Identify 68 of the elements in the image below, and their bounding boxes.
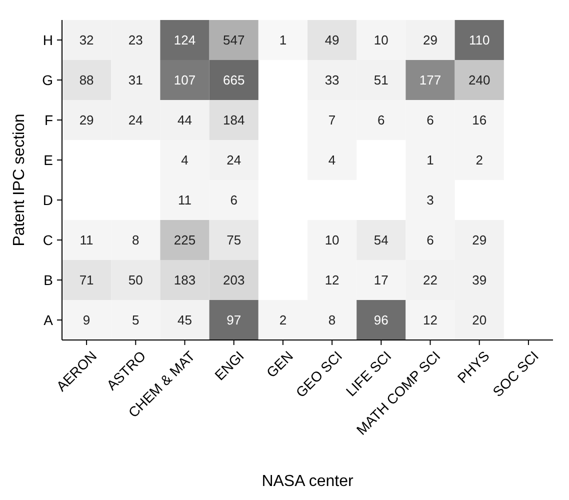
data-label: 4 <box>328 152 336 168</box>
y-tick-label: F <box>44 112 53 128</box>
data-label: 97 <box>226 312 242 328</box>
data-label: 49 <box>324 32 340 48</box>
data-label: 1 <box>426 152 434 168</box>
data-label: 96 <box>374 312 388 328</box>
data-label: 665 <box>223 72 245 88</box>
data-label: 24 <box>128 112 143 128</box>
data-label: 16 <box>472 112 487 128</box>
y-tick-label: E <box>44 152 53 168</box>
data-label: 17 <box>374 272 388 288</box>
data-label: 4 <box>181 152 188 168</box>
data-label: 10 <box>324 232 340 248</box>
data-label: 5 <box>132 312 140 328</box>
data-label: 124 <box>174 32 196 48</box>
data-label: 177 <box>419 72 442 88</box>
data-label: 24 <box>226 152 242 168</box>
data-label: 9 <box>82 312 90 328</box>
data-label: 10 <box>374 32 388 48</box>
y-tick-label: A <box>44 312 54 328</box>
data-label: 33 <box>324 72 340 88</box>
data-label: 225 <box>174 232 196 248</box>
data-label: 50 <box>128 272 143 288</box>
data-label: 6 <box>426 112 434 128</box>
data-label: 39 <box>472 272 487 288</box>
data-label: 12 <box>324 272 340 288</box>
data-label: 75 <box>226 232 242 248</box>
data-label: 547 <box>223 32 245 48</box>
y-axis-title: Patent IPC section <box>11 114 28 246</box>
data-label: 1 <box>279 32 287 48</box>
data-label: 11 <box>178 192 192 208</box>
data-label: 22 <box>423 272 438 288</box>
data-label: 31 <box>128 72 143 88</box>
data-label: 71 <box>79 272 94 288</box>
data-label: 29 <box>79 112 94 128</box>
data-label: 184 <box>223 112 245 128</box>
data-label: 110 <box>468 32 490 48</box>
data-label: 20 <box>472 312 487 328</box>
data-label: 44 <box>178 112 192 128</box>
data-label: 23 <box>128 32 143 48</box>
data-label: 6 <box>378 112 385 128</box>
data-label: 7 <box>328 112 336 128</box>
data-label: 11 <box>80 232 94 248</box>
data-label: 3 <box>426 192 434 208</box>
y-tick-label: H <box>42 32 53 48</box>
data-label: 45 <box>178 312 192 328</box>
data-label: 8 <box>132 232 140 248</box>
data-label: 203 <box>223 272 245 288</box>
data-label: 6 <box>426 232 434 248</box>
data-label: 12 <box>423 312 438 328</box>
data-label: 51 <box>374 72 388 88</box>
y-tick-label: B <box>44 272 53 288</box>
data-label: 2 <box>476 152 483 168</box>
data-label: 2 <box>279 312 287 328</box>
data-label: 88 <box>79 72 94 88</box>
y-tick-label: D <box>42 192 53 208</box>
data-label: 29 <box>472 232 487 248</box>
data-label: 54 <box>374 232 388 248</box>
data-label: 29 <box>423 32 438 48</box>
data-label: 32 <box>79 32 94 48</box>
y-tick-label: C <box>42 232 53 248</box>
data-label: 6 <box>230 192 238 208</box>
x-axis-title: NASA center <box>262 473 354 490</box>
data-label: 240 <box>468 72 490 88</box>
y-tick-label: G <box>42 72 53 88</box>
data-label: 8 <box>328 312 336 328</box>
data-label: 107 <box>174 72 196 88</box>
data-label: 183 <box>174 272 196 288</box>
